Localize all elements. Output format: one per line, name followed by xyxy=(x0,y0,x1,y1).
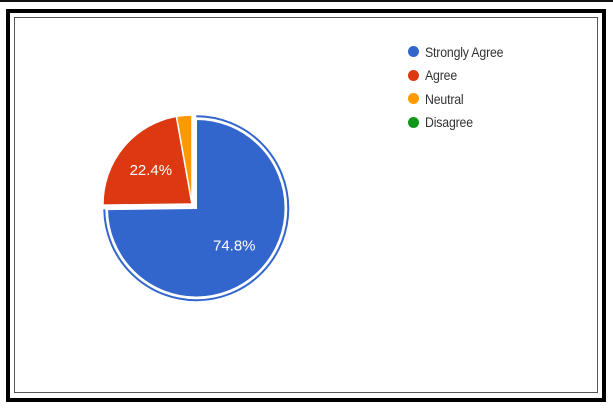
legend-swatch xyxy=(408,46,419,58)
legend-label: Disagree xyxy=(425,114,473,131)
legend-item-agree[interactable]: Agree xyxy=(408,64,514,88)
legend-label: Strongly Agree xyxy=(425,43,504,60)
pie-data-labels: 74.8% 22.4% xyxy=(130,162,256,255)
pie-slice-strongly-agree xyxy=(106,118,287,298)
legend-item-strongly-agree[interactable]: Strongly Agree xyxy=(408,40,514,64)
top-border-line xyxy=(0,0,613,2)
legend-swatch xyxy=(408,93,419,105)
data-label-agree: 22.4% xyxy=(130,162,173,179)
outer-frame xyxy=(6,9,606,402)
pie-slice-agree xyxy=(102,115,193,206)
pie-slices xyxy=(102,114,290,302)
pie-slice-neutral xyxy=(175,114,193,205)
pie-slice-highlight-outline xyxy=(103,115,290,302)
chart-legend: Strongly Agree Agree Neutral Disagree xyxy=(408,40,514,134)
data-label-strongly-agree: 74.8% xyxy=(213,238,256,255)
legend-swatch xyxy=(408,69,419,81)
legend-label: Agree xyxy=(425,67,457,84)
legend-swatch xyxy=(408,116,419,128)
legend-item-disagree[interactable]: Disagree xyxy=(408,111,514,135)
legend-label: Neutral xyxy=(425,90,464,107)
legend-item-neutral[interactable]: Neutral xyxy=(408,87,514,111)
